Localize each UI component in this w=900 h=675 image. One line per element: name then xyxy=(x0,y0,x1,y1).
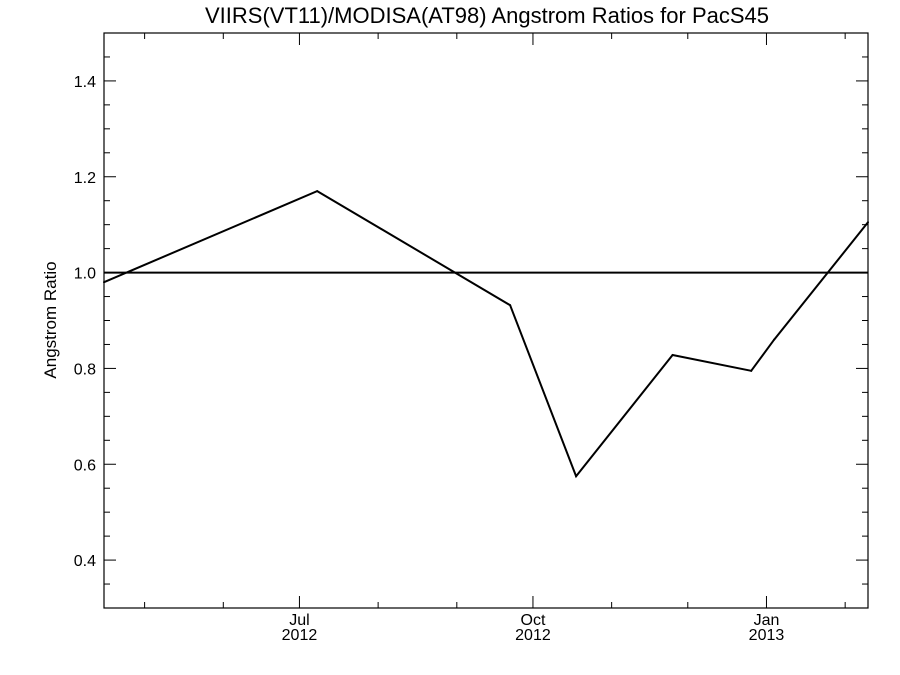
y-tick-label: 1.4 xyxy=(74,74,96,91)
ticks-layer xyxy=(104,33,868,608)
x-tick-month-label: Jul xyxy=(289,612,309,629)
chart-title: VIIRS(VT11)/MODISA(AT98) Angstrom Ratios… xyxy=(205,3,769,28)
data-point xyxy=(773,338,776,341)
plot-frame xyxy=(103,32,869,609)
y-tick-label: 0.6 xyxy=(74,457,96,474)
y-tick-label: 0.8 xyxy=(74,361,96,378)
data-point xyxy=(316,190,319,193)
y-tick-label: 1.0 xyxy=(74,266,96,283)
x-tick-year-label: 2012 xyxy=(282,627,318,644)
y-tick-label: 0.4 xyxy=(74,553,96,570)
x-tick-month-label: Jan xyxy=(754,612,780,629)
data-point xyxy=(867,221,869,224)
y-tick-label: 1.2 xyxy=(74,170,96,187)
axes-layer xyxy=(103,32,869,609)
data-point xyxy=(750,369,753,372)
x-tick-month-label: Oct xyxy=(521,612,546,629)
series-layer xyxy=(103,189,869,479)
series-line xyxy=(103,189,869,479)
x-tick-year-label: 2013 xyxy=(749,627,785,644)
data-point xyxy=(103,281,105,284)
data-point xyxy=(509,304,512,307)
data-point xyxy=(575,475,578,478)
x-tick-year-label: 2012 xyxy=(515,627,551,644)
data-point xyxy=(671,354,674,356)
y-axis-label: Angstrom Ratio xyxy=(41,261,60,378)
